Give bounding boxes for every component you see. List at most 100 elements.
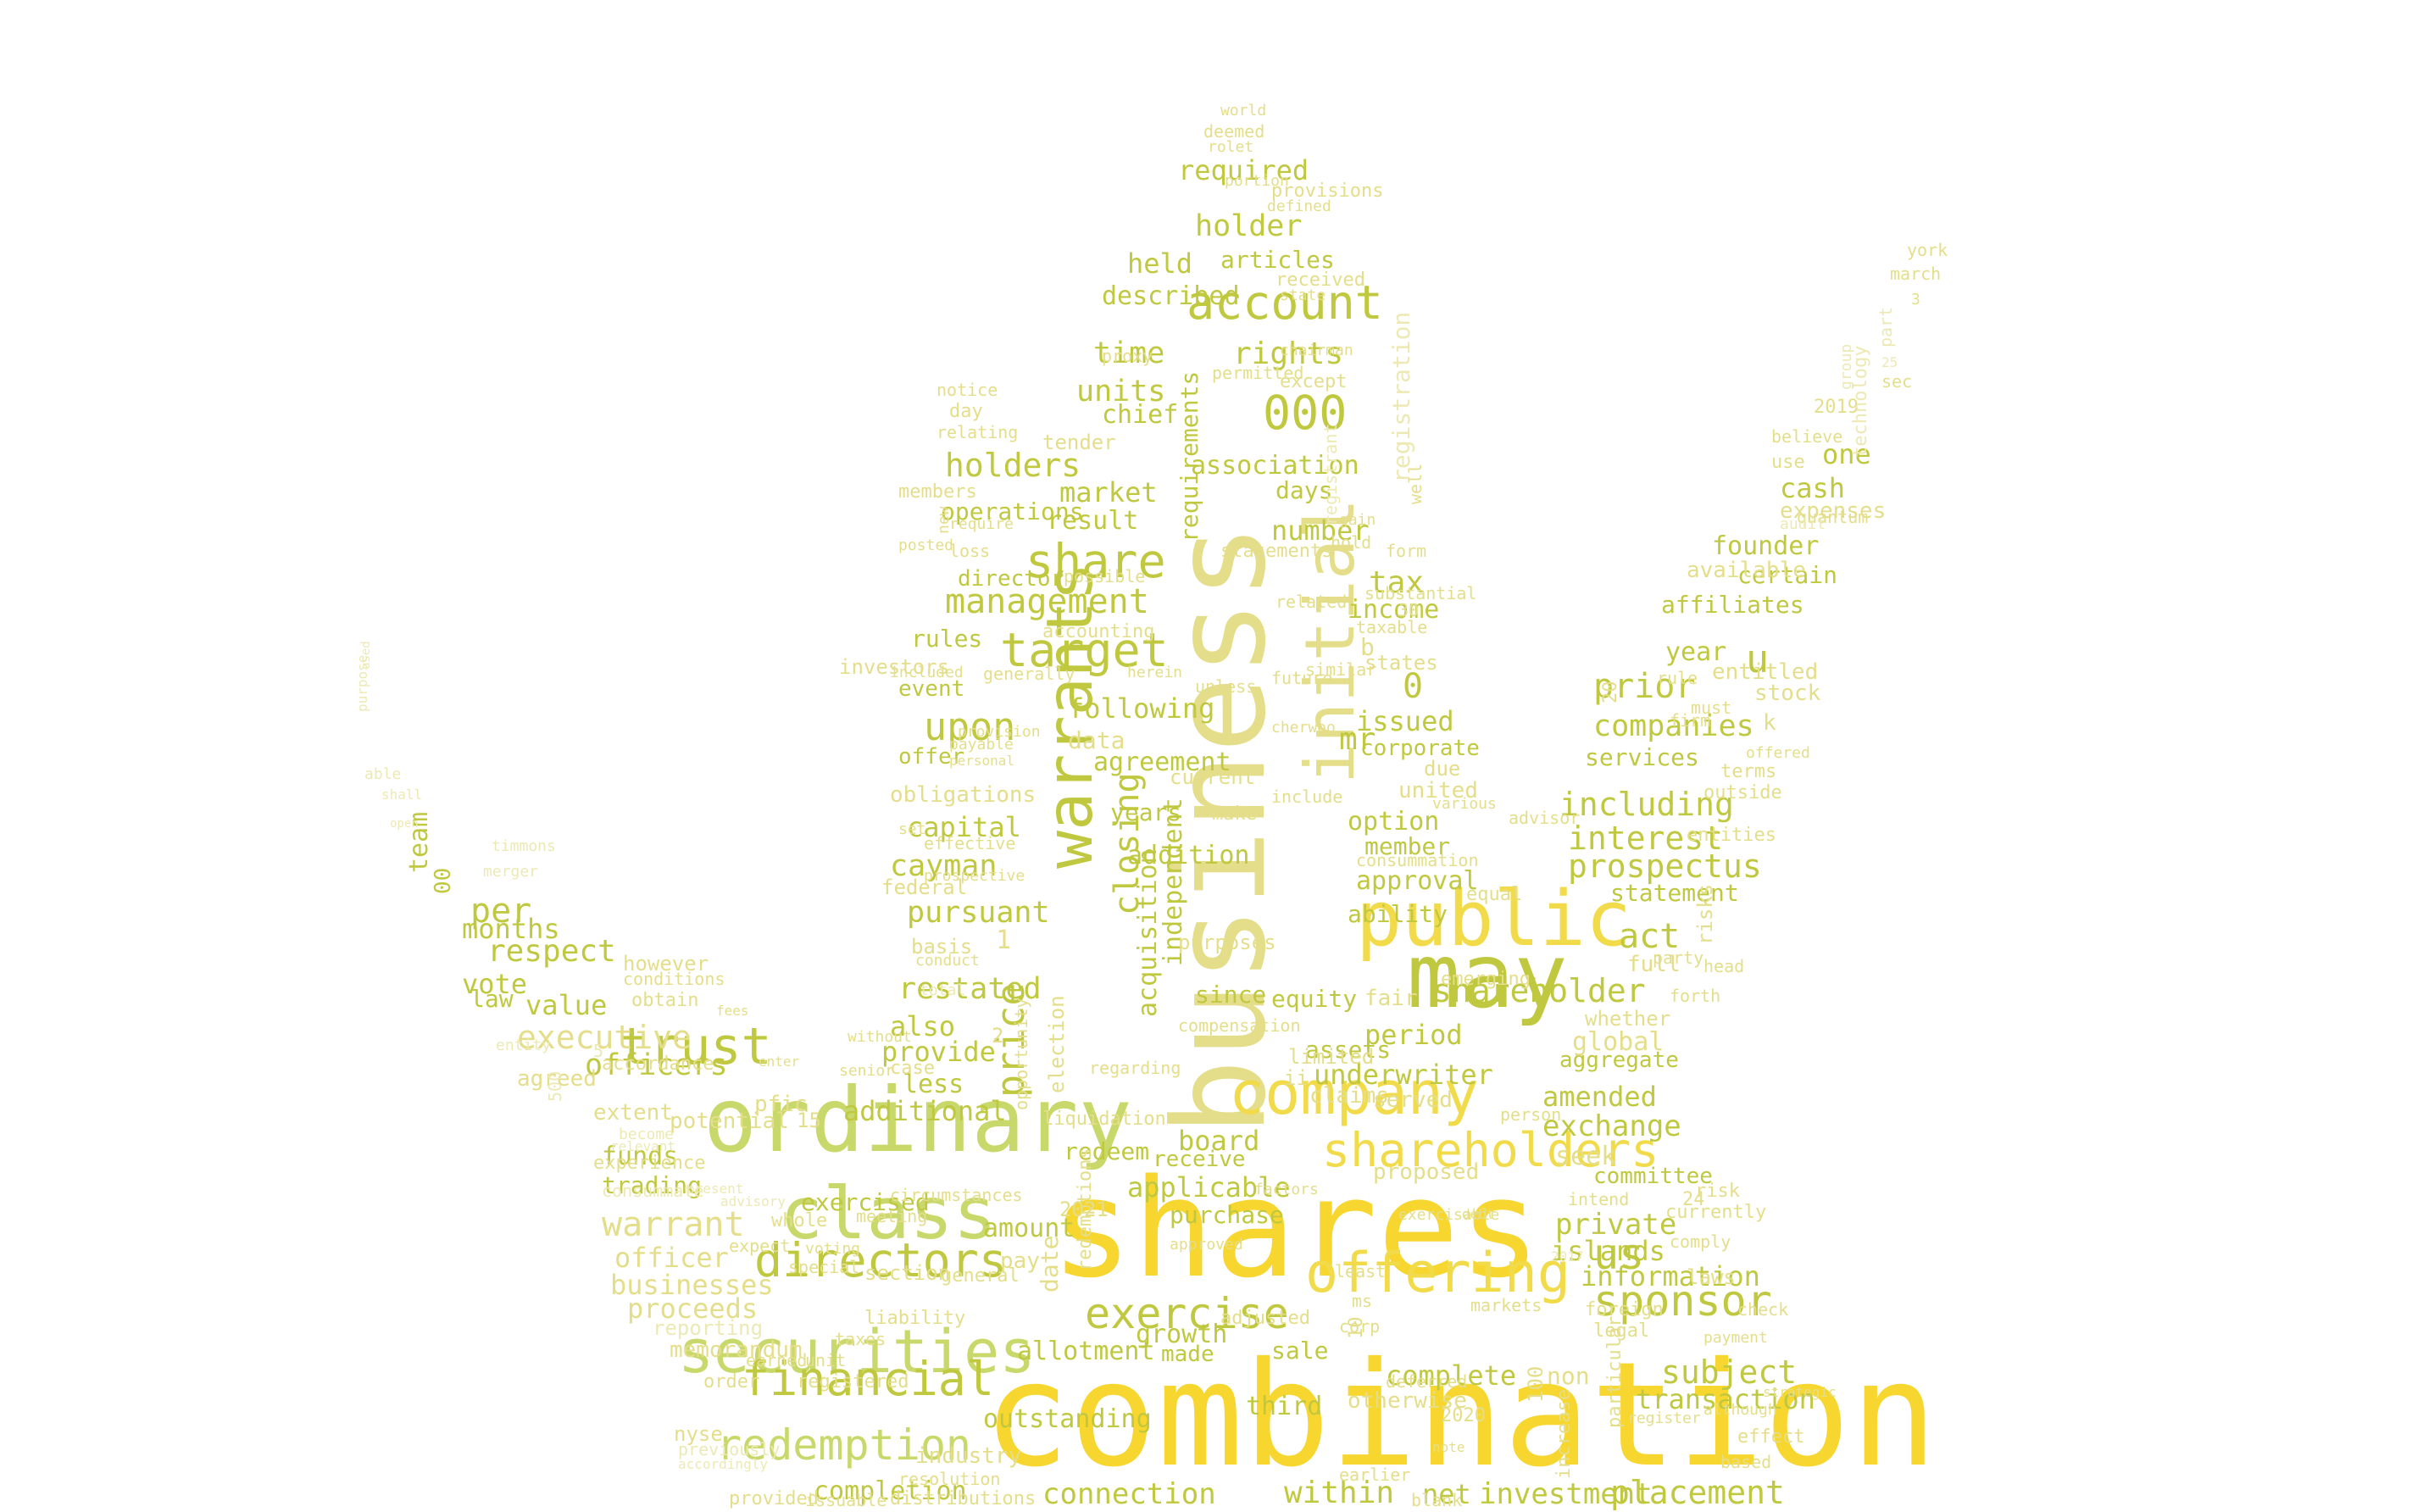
cloud-word: seek: [1555, 1142, 1617, 1171]
cloud-word: warrant: [602, 1205, 745, 1244]
cloud-word: taxable: [1356, 617, 1428, 637]
cloud-word: net: [1422, 1478, 1471, 1510]
cloud-word: statements: [1220, 541, 1333, 562]
cloud-word: liability: [864, 1308, 966, 1329]
cloud-word: 24: [1682, 1189, 1705, 1210]
cloud-word: act: [1619, 917, 1681, 956]
cloud-word: 2020: [1441, 1405, 1486, 1426]
cloud-word: payable: [949, 736, 1014, 753]
cloud-word: except: [1280, 371, 1348, 392]
cloud-word: rights: [1233, 336, 1344, 371]
cloud-word: head: [1703, 956, 1745, 976]
cloud-word: exchange: [1542, 1109, 1681, 1143]
cloud-word: 15: [797, 1109, 821, 1132]
cloud-word: entities: [1687, 825, 1776, 846]
cloud-word: whether: [1585, 1007, 1671, 1031]
cloud-word: factors: [1254, 1181, 1319, 1198]
cloud-word: markets: [1470, 1295, 1542, 1315]
cloud-word: sale: [1271, 1337, 1329, 1365]
cloud-word: number: [1271, 514, 1370, 547]
cloud-word: whole: [771, 1210, 828, 1231]
cloud-word: order: [703, 1371, 760, 1392]
cloud-word: also: [890, 1010, 956, 1042]
cloud-word: additional: [843, 1095, 1007, 1127]
cloud-word: described: [1102, 281, 1240, 311]
cloud-word: form: [1386, 541, 1427, 561]
cloud-word: following: [1068, 692, 1215, 725]
cloud-word: trust: [619, 1017, 772, 1076]
cloud-word: operations: [941, 498, 1084, 525]
cloud-word: timmons: [492, 837, 556, 855]
cloud-word: founder: [1712, 531, 1820, 561]
cloud-word: exercise: [1085, 1289, 1289, 1338]
cloud-word: new: [935, 506, 953, 534]
cloud-word: particular: [1604, 1315, 1626, 1428]
cloud-word: blank: [1411, 1490, 1463, 1510]
cloud-word: distributions: [890, 1488, 1036, 1509]
cloud-word: sec: [1881, 371, 1913, 392]
cloud-word: adjusted: [1220, 1308, 1310, 1329]
cloud-word: basis: [911, 935, 973, 959]
cloud-word: case: [890, 1058, 935, 1079]
cloud-word: officers: [585, 1048, 728, 1082]
cloud-word: check: [1737, 1299, 1789, 1320]
cloud-word: chief: [1102, 400, 1179, 430]
cloud-word: prospectus: [1568, 848, 1762, 885]
cloud-word: companies: [1593, 709, 1754, 743]
cloud-word: redemption: [716, 1420, 972, 1470]
cloud-word: aggregate: [1559, 1048, 1679, 1073]
cloud-word: 2: [992, 1024, 1004, 1048]
cloud-word: emerging: [1441, 969, 1531, 990]
cloud-word: held: [1127, 247, 1193, 280]
cloud-word: firm: [1670, 710, 1711, 731]
cloud-word: served: [1373, 1087, 1453, 1113]
cloud-word: payment: [1703, 1329, 1768, 1347]
cloud-word: proxy: [1102, 346, 1153, 366]
cloud-word: fair: [1364, 986, 1418, 1011]
cloud-word: data: [1068, 726, 1125, 754]
cloud-word: placement: [1610, 1474, 1785, 1511]
cloud-word: trading: [602, 1171, 703, 1199]
cloud-word: information: [1581, 1260, 1760, 1292]
cloud-word: become: [619, 1126, 675, 1143]
cloud-word: well: [1405, 463, 1426, 504]
cloud-word: taxes: [835, 1329, 886, 1349]
cloud-word: approval: [1356, 866, 1479, 896]
cloud-word: accordance: [602, 1053, 714, 1075]
cloud-word: year: [1665, 637, 1727, 667]
cloud-word: register: [1627, 1409, 1701, 1427]
cloud-word: hold: [1331, 532, 1372, 553]
cloud-word: ability: [1348, 900, 1448, 928]
cloud-word: section: [864, 1261, 951, 1285]
cloud-word: risk: [1695, 1181, 1740, 1202]
cloud-word: advisor: [1509, 808, 1581, 828]
cloud-word: global: [1572, 1027, 1665, 1057]
cloud-word: debt: [1462, 1206, 1495, 1222]
cloud-word: rules: [911, 625, 983, 653]
cloud-word: effect: [1737, 1426, 1805, 1448]
cloud-word: amount: [983, 1214, 1075, 1243]
cloud-word: unless: [1195, 676, 1257, 697]
cloud-word: within: [1284, 1476, 1395, 1510]
cloud-word: group: [1837, 343, 1855, 390]
cloud-word: non: [1547, 1362, 1590, 1390]
cloud-word: current: [1170, 765, 1256, 789]
cloud-word: similar: [1305, 659, 1377, 680]
cloud-word: believe: [1771, 426, 1843, 447]
cloud-word: conduct: [915, 952, 980, 970]
cloud-word: u: [1746, 636, 1770, 681]
cloud-word: forth: [1670, 986, 1721, 1006]
cloud-word: future: [1271, 668, 1333, 688]
cloud-word: committee: [1593, 1164, 1713, 1189]
cloud-word: equal: [1466, 884, 1523, 905]
cloud-word: use: [1771, 452, 1805, 473]
cloud-word: senior: [839, 1062, 895, 1080]
cloud-word: comply: [1670, 1231, 1731, 1252]
cloud-word: allotment: [1017, 1337, 1155, 1366]
cloud-word: permitted: [1212, 363, 1304, 383]
cloud-word: applicable: [1127, 1171, 1291, 1203]
cloud-word: respect: [487, 934, 616, 969]
cloud-word: b: [1360, 633, 1375, 661]
cloud-word: generally: [983, 664, 1075, 684]
cloud-word: potential: [670, 1109, 789, 1134]
